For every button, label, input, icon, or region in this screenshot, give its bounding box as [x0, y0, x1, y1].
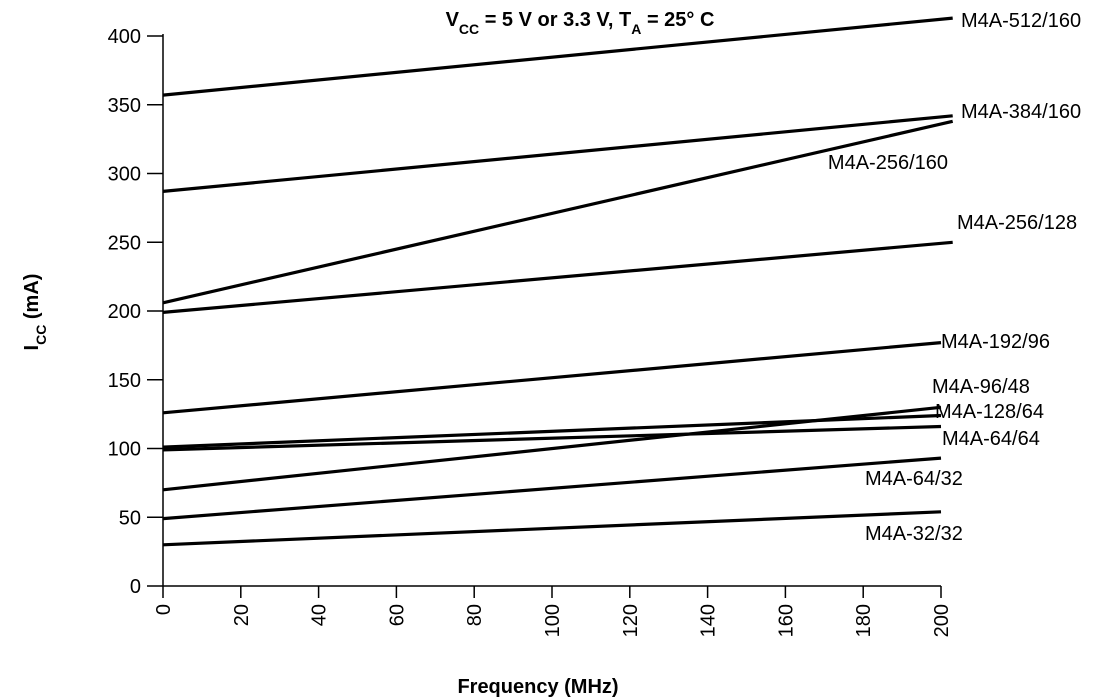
- series-labels: M4A-512/160 M4A-384/160 M4A-256/160 M4A-256…: [828, 10, 1081, 545]
- y-tick-label: 350: [108, 95, 141, 117]
- x-axis-title: Frequency (MHz): [457, 676, 618, 698]
- x-tick-label: 20: [231, 604, 253, 626]
- x-tick-label: 40: [309, 604, 331, 626]
- series-line-9: [162, 456, 942, 521]
- series-label-3: M4A-256/160: [828, 152, 948, 174]
- x-tick-label: 80: [464, 604, 486, 626]
- series-line-4: [162, 240, 953, 314]
- series-label-1: M4A-512/160: [961, 10, 1081, 32]
- series-lines: [162, 16, 954, 547]
- x-tick-label: 180: [853, 604, 875, 637]
- y-tick-label: 0: [130, 576, 141, 598]
- x-tick-label: 120: [620, 604, 642, 637]
- x-tick-label: 60: [386, 604, 408, 626]
- x-tick-label: 140: [698, 604, 720, 637]
- y-tick-label: 50: [119, 507, 141, 529]
- y-axis-title: ICC (mA): [21, 274, 49, 351]
- x-tick-label: 200: [931, 604, 953, 637]
- series-label-4: M4A-256/128: [957, 212, 1077, 234]
- series-line-10: [162, 510, 942, 547]
- x-tick-label: 100: [542, 604, 564, 637]
- y-tick-label: 200: [108, 301, 141, 323]
- series-line-2: [162, 114, 953, 193]
- y-tick-label: 300: [108, 164, 141, 186]
- series-line-7: [162, 413, 942, 449]
- y-tick-label: 150: [108, 370, 141, 392]
- series-label-5: M4A-192/96: [941, 331, 1050, 353]
- series-label-2: M4A-384/160: [961, 101, 1081, 123]
- series-label-10: M4A-32/32: [865, 523, 963, 545]
- series-label-7: M4A-128/64: [935, 401, 1044, 423]
- chart-title: VCC = 5 V or 3.3 V, TA = 25° C: [446, 9, 715, 37]
- y-tick-label: 250: [108, 232, 141, 254]
- series-line-3: [162, 119, 954, 305]
- series-label-9: M4A-64/32: [865, 468, 963, 490]
- series-label-6: M4A-96/48: [932, 376, 1030, 398]
- series-label-8: M4A-64/64: [942, 428, 1040, 450]
- x-tick-label: 160: [775, 604, 797, 637]
- y-tick-label: 100: [108, 439, 141, 461]
- series-line-1: [162, 16, 953, 97]
- x-tick-label: 0: [153, 604, 175, 615]
- axes: 0 50 100 150 200 250 300 350 400 0 20 40 60 80 100 120 1…: [108, 26, 953, 637]
- series-line-8: [162, 424, 942, 452]
- series-line-5: [162, 341, 942, 415]
- y-tick-label: 400: [108, 26, 141, 48]
